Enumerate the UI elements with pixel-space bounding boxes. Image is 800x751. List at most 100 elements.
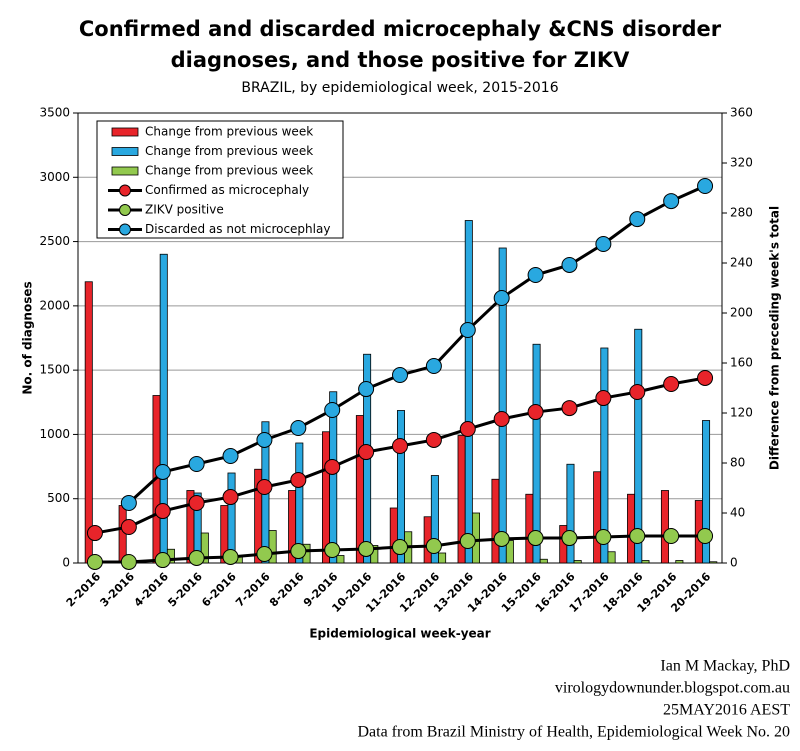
x-tick-label: 6-2016	[199, 570, 239, 610]
marker	[324, 402, 341, 418]
marker	[663, 193, 680, 210]
annotation: virologydownunder.blogspot.com.au	[555, 680, 790, 697]
marker	[392, 539, 408, 556]
bar	[295, 442, 304, 564]
y2-tick-label: 240	[730, 256, 753, 270]
bar	[268, 530, 277, 564]
bar	[566, 463, 575, 564]
bar	[396, 410, 405, 564]
marker	[154, 552, 171, 569]
bar	[200, 532, 209, 564]
marker	[290, 471, 307, 488]
x-tick-label: 4-2016	[131, 570, 171, 610]
legend-label: Change from previous week	[145, 164, 313, 178]
legend-box	[96, 120, 344, 239]
marker	[222, 548, 239, 565]
legend-label: Change from previous week	[145, 125, 313, 139]
marker	[425, 431, 442, 448]
marker	[527, 404, 544, 421]
bar	[539, 558, 548, 564]
bar	[675, 560, 684, 564]
legend-swatch	[111, 127, 139, 137]
legend-label: Discarded as not microcephlay	[145, 222, 330, 236]
x-tick-label: 8-2016	[267, 570, 307, 610]
marker	[120, 553, 137, 570]
bar	[498, 247, 507, 564]
x-tick-label: 3-2016	[98, 570, 138, 610]
marker	[324, 542, 341, 559]
marker	[86, 553, 103, 570]
marker	[629, 528, 646, 544]
annotation: Data from Brazil Ministry of Health, Epi…	[357, 724, 790, 741]
marker	[697, 528, 714, 544]
marker	[663, 376, 680, 393]
marker	[290, 543, 307, 560]
bar	[438, 552, 447, 564]
marker	[392, 367, 408, 384]
marker	[561, 400, 578, 417]
bar	[118, 505, 127, 564]
marker	[256, 431, 273, 448]
y-tick-label: 2500	[39, 234, 70, 248]
marker	[527, 267, 544, 283]
legend-label: ZIKV positive	[145, 203, 224, 217]
marker	[86, 525, 103, 542]
y-axis-label: No. of diagnoses	[21, 281, 35, 394]
y2-tick-label: 280	[730, 206, 753, 220]
marker	[527, 530, 544, 547]
marker	[459, 421, 476, 438]
bar	[532, 343, 541, 564]
bar	[709, 561, 718, 564]
bar	[634, 328, 643, 564]
bar	[491, 478, 500, 564]
marker	[188, 494, 205, 511]
marker	[697, 369, 714, 386]
bar	[84, 281, 93, 564]
y2-tick-label: 120	[730, 406, 753, 420]
marker	[324, 458, 341, 475]
marker	[358, 444, 375, 461]
annotation: Ian M Mackay, PhD	[660, 658, 790, 675]
y-tick-label: 2000	[39, 298, 70, 312]
chart-title: Confirmed and discarded microcephaly &CN…	[79, 17, 722, 41]
marker	[697, 178, 714, 195]
marker	[459, 533, 476, 550]
legend-swatch	[119, 204, 131, 216]
y2-tick-label: 320	[730, 156, 753, 170]
marker	[663, 528, 680, 544]
bar	[702, 420, 711, 564]
bar	[430, 475, 439, 564]
marker	[154, 503, 171, 520]
bar	[627, 493, 636, 564]
marker	[493, 290, 510, 307]
marker	[392, 438, 408, 454]
y2-tick-label: 360	[730, 106, 753, 120]
marker	[493, 411, 510, 427]
y-tick-label: 1500	[39, 363, 70, 377]
y2-tick-label: 40	[730, 506, 745, 520]
marker	[256, 546, 273, 562]
x-tick-label: 2-2016	[64, 570, 104, 610]
legend-swatch	[111, 166, 139, 176]
x-tick-label: 7-2016	[233, 570, 273, 610]
bar	[505, 540, 514, 564]
legend-swatch	[111, 147, 139, 156]
y2-tick-label: 160	[730, 356, 753, 370]
y-tick-label: 500	[47, 491, 70, 505]
x-tick-label: 5-2016	[165, 570, 205, 610]
y2-tick-label: 0	[730, 556, 738, 570]
y-tick-label: 3000	[39, 170, 70, 184]
bar	[329, 391, 338, 564]
marker	[561, 256, 578, 273]
bar	[389, 507, 398, 564]
marker	[290, 420, 307, 436]
marker	[629, 384, 646, 400]
annotation: 25MAY2016 AEST	[663, 702, 790, 719]
marker	[120, 519, 137, 535]
bar	[600, 347, 609, 564]
marker	[493, 530, 510, 547]
marker	[222, 448, 239, 465]
y-tick-label: 0	[62, 556, 70, 570]
bar	[660, 490, 669, 564]
